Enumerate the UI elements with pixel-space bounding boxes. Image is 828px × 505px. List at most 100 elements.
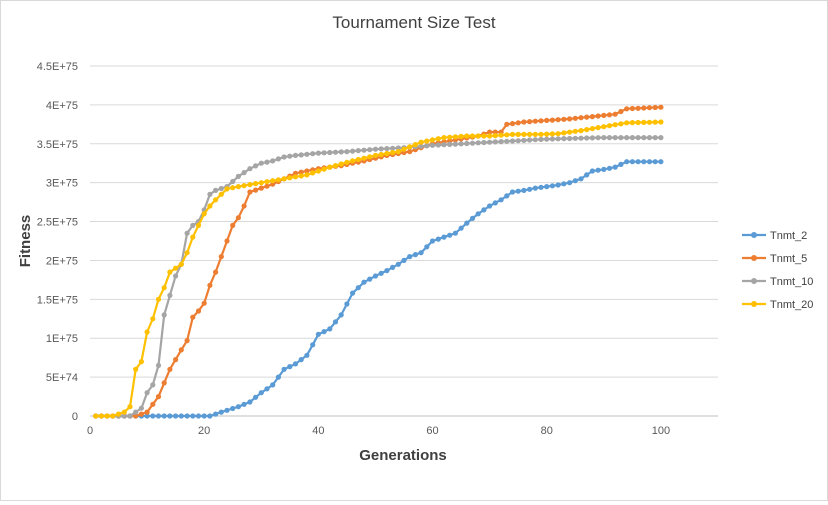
data-point — [487, 129, 493, 135]
data-point — [498, 132, 504, 138]
data-point — [224, 238, 230, 244]
data-point — [555, 131, 561, 137]
series-Tnmt_10 — [93, 135, 664, 419]
legend-marker — [751, 278, 757, 284]
data-point — [275, 374, 281, 380]
legend-item: Tnmt_10 — [742, 276, 813, 288]
data-point — [133, 409, 139, 415]
data-point — [572, 115, 578, 121]
data-point — [589, 135, 596, 141]
data-point — [538, 131, 544, 137]
x-tick-label: 100 — [652, 425, 670, 437]
data-point — [395, 149, 401, 155]
data-point — [418, 139, 424, 145]
data-point — [281, 366, 287, 372]
data-point — [584, 172, 590, 178]
data-point — [567, 116, 573, 122]
data-point — [481, 139, 487, 146]
data-point — [469, 215, 476, 221]
y-tick-label: 4E+75 — [46, 100, 78, 112]
data-point — [424, 244, 430, 250]
data-point — [332, 319, 339, 325]
data-point — [292, 174, 299, 180]
data-point — [144, 413, 150, 419]
data-point — [538, 118, 544, 124]
data-point — [247, 189, 253, 195]
data-point — [378, 151, 384, 158]
data-point — [150, 401, 156, 407]
data-point — [201, 211, 207, 217]
data-point — [253, 394, 259, 400]
data-point — [195, 308, 202, 314]
legend-label: Tnmt_20 — [770, 299, 813, 311]
data-point — [213, 411, 219, 417]
data-point — [447, 232, 453, 238]
x-tick-label: 0 — [87, 425, 93, 437]
data-point — [195, 222, 202, 228]
data-point — [504, 193, 510, 199]
data-point — [492, 200, 498, 206]
data-point — [361, 279, 367, 285]
series-Tnmt_5 — [93, 104, 664, 419]
data-point — [629, 159, 636, 165]
data-point — [270, 178, 276, 184]
data-point — [532, 131, 538, 137]
data-point — [361, 155, 367, 161]
data-point — [618, 135, 624, 141]
data-point — [321, 329, 327, 335]
data-point — [509, 121, 516, 127]
data-point — [641, 119, 647, 125]
data-point — [515, 131, 521, 137]
data-point — [658, 119, 664, 125]
series-line — [95, 120, 661, 418]
data-point — [253, 163, 259, 169]
data-point — [304, 168, 310, 174]
data-point — [190, 234, 196, 240]
data-point — [253, 181, 259, 187]
data-point — [213, 197, 219, 203]
data-point — [595, 113, 601, 119]
data-point — [549, 136, 556, 142]
x-axis-ticks: 0 20 40 60 80 100 — [87, 425, 670, 437]
data-point — [327, 149, 333, 156]
data-point — [578, 135, 584, 141]
data-point — [218, 254, 224, 260]
data-point — [521, 131, 527, 137]
data-point — [435, 236, 441, 242]
data-point — [532, 185, 538, 191]
chart-title: Tournament Size Test — [332, 13, 495, 32]
data-point — [412, 142, 418, 148]
legend-marker — [751, 301, 757, 307]
data-point — [133, 413, 139, 419]
y-tick-label: 2E+75 — [46, 255, 78, 267]
data-point — [561, 181, 567, 187]
data-point — [407, 149, 413, 155]
data-point — [218, 409, 224, 415]
data-point — [504, 121, 510, 127]
data-point — [390, 264, 396, 270]
data-point — [589, 126, 596, 132]
data-point — [441, 142, 447, 148]
data-point — [104, 413, 110, 419]
data-point — [544, 184, 550, 190]
data-point — [464, 140, 470, 147]
data-point — [161, 285, 167, 291]
data-point — [606, 112, 613, 118]
data-point — [418, 143, 424, 149]
data-point — [521, 137, 527, 143]
data-point — [332, 149, 339, 155]
data-point — [429, 137, 436, 143]
data-point — [372, 152, 379, 158]
data-point — [606, 135, 613, 141]
data-point — [344, 159, 350, 165]
data-point — [429, 238, 436, 244]
data-point — [230, 222, 236, 228]
y-tick-label: 0 — [72, 411, 78, 423]
data-point — [572, 128, 578, 134]
data-point — [481, 133, 487, 139]
data-point — [213, 269, 219, 275]
data-point — [584, 127, 590, 133]
data-point — [207, 282, 213, 288]
data-point — [93, 413, 99, 419]
